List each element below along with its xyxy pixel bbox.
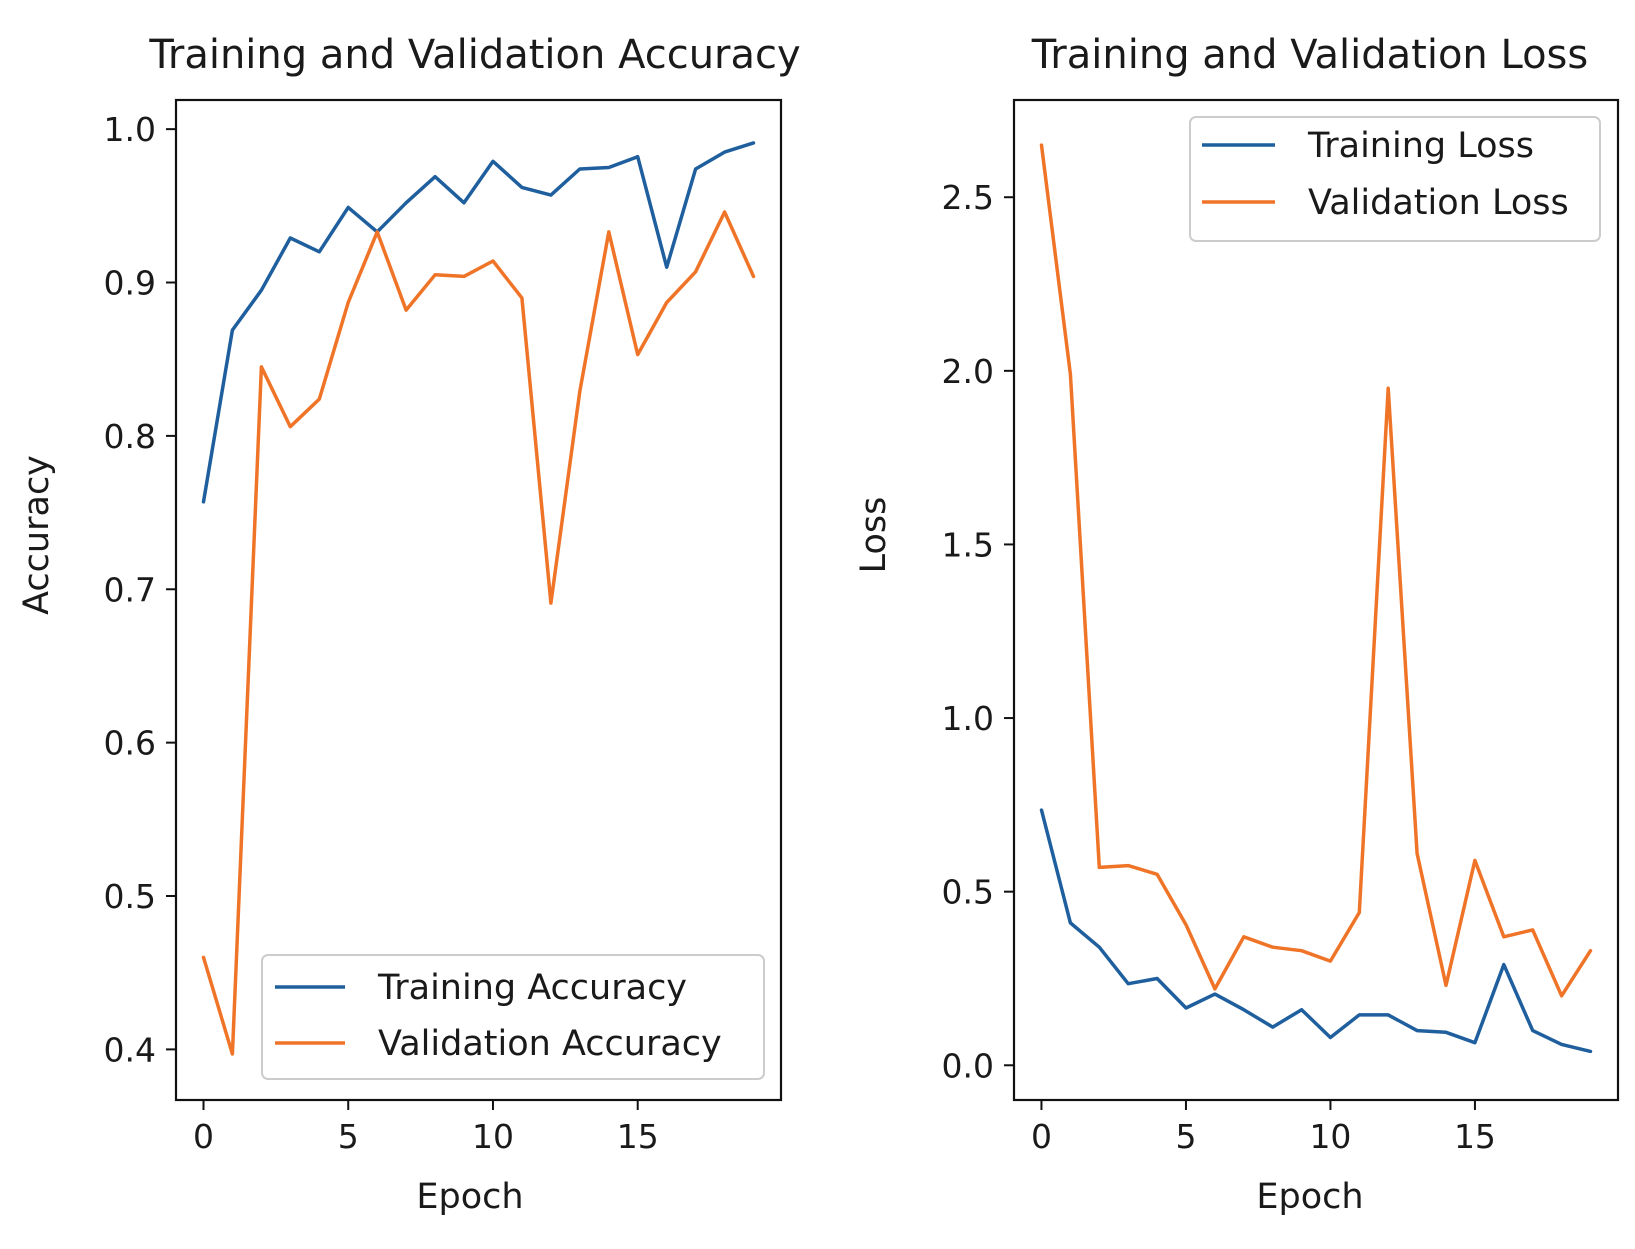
loss-line-validation-loss (1039, 143, 1593, 998)
accuracy-legend: Training Accuracy Validation Accuracy (261, 954, 765, 1080)
accuracy-legend-label-training: Training Accuracy (377, 968, 687, 1008)
loss-x-tick-label: 0 (1031, 1117, 1052, 1156)
accuracy-chart-title: Training and Validation Accuracy (148, 32, 800, 78)
accuracy-y-tick-label: 0.9 (104, 264, 156, 303)
loss-x-tick-label: 10 (1309, 1117, 1351, 1156)
accuracy-y-axis-label: Accuracy (17, 455, 57, 615)
loss-axis-ticks: 0 5 10 15 0.0 0.5 1.0 1.5 2.0 2.5 (942, 178, 1496, 1156)
loss-legend: Training Loss Validation Loss (1189, 116, 1601, 242)
loss-plot-frame (1012, 98, 1620, 1102)
accuracy-y-tick-label: 0.7 (104, 570, 156, 609)
accuracy-x-axis-label: Epoch (416, 1177, 523, 1217)
loss-y-axis-label: Loss (854, 497, 894, 574)
accuracy-series-lines (201, 141, 756, 1056)
loss-x-tick-label: 15 (1454, 1117, 1496, 1156)
loss-y-tick-label: 1.0 (942, 699, 994, 738)
accuracy-y-tick-label: 0.6 (104, 724, 156, 763)
loss-y-tick-label: 1.5 (942, 525, 994, 564)
accuracy-x-tick-label: 5 (338, 1117, 359, 1156)
loss-y-tick-label: 2.5 (942, 178, 994, 217)
loss-series-lines (1039, 143, 1593, 1054)
accuracy-legend-label-validation: Validation Accuracy (378, 1024, 722, 1064)
loss-line-training-loss (1039, 808, 1593, 1054)
accuracy-x-tick-label: 0 (193, 1117, 214, 1156)
accuracy-y-tick-label: 0.4 (104, 1030, 156, 1069)
accuracy-y-tick-label: 0.8 (104, 417, 156, 456)
loss-legend-label-training: Training Loss (1307, 126, 1534, 166)
accuracy-y-tick-label: 0.5 (104, 877, 156, 916)
loss-legend-label-validation: Validation Loss (1308, 183, 1569, 223)
loss-chart-title: Training and Validation Loss (1031, 32, 1588, 78)
accuracy-x-tick-label: 10 (472, 1117, 514, 1156)
accuracy-chart: Training and Validation Accuracy 0 5 10 150… (17, 32, 801, 1217)
loss-y-tick-label: 0.0 (942, 1046, 994, 1085)
loss-x-axis-label: Epoch (1256, 1177, 1363, 1217)
loss-legend-box (1189, 116, 1601, 242)
accuracy-axis-ticks: 0 5 10 15 0.4 0.5 0.6 0.7 0.8 0.9 1.0 (104, 110, 659, 1156)
loss-y-tick-label: 2.0 (942, 352, 994, 391)
loss-x-tick-label: 5 (1175, 1117, 1196, 1156)
accuracy-legend-box (261, 954, 765, 1080)
loss-y-tick-label: 0.5 (942, 873, 994, 912)
loss-chart: Training and Validation Loss 0 5 10 15 0.0 0.… (854, 32, 1620, 1217)
accuracy-plot-frame (174, 98, 783, 1102)
accuracy-line-validation-accuracy (201, 210, 756, 1056)
accuracy-line-training-accuracy (201, 141, 756, 504)
accuracy-x-tick-label: 15 (617, 1117, 659, 1156)
accuracy-y-tick-label: 1.0 (104, 110, 156, 149)
